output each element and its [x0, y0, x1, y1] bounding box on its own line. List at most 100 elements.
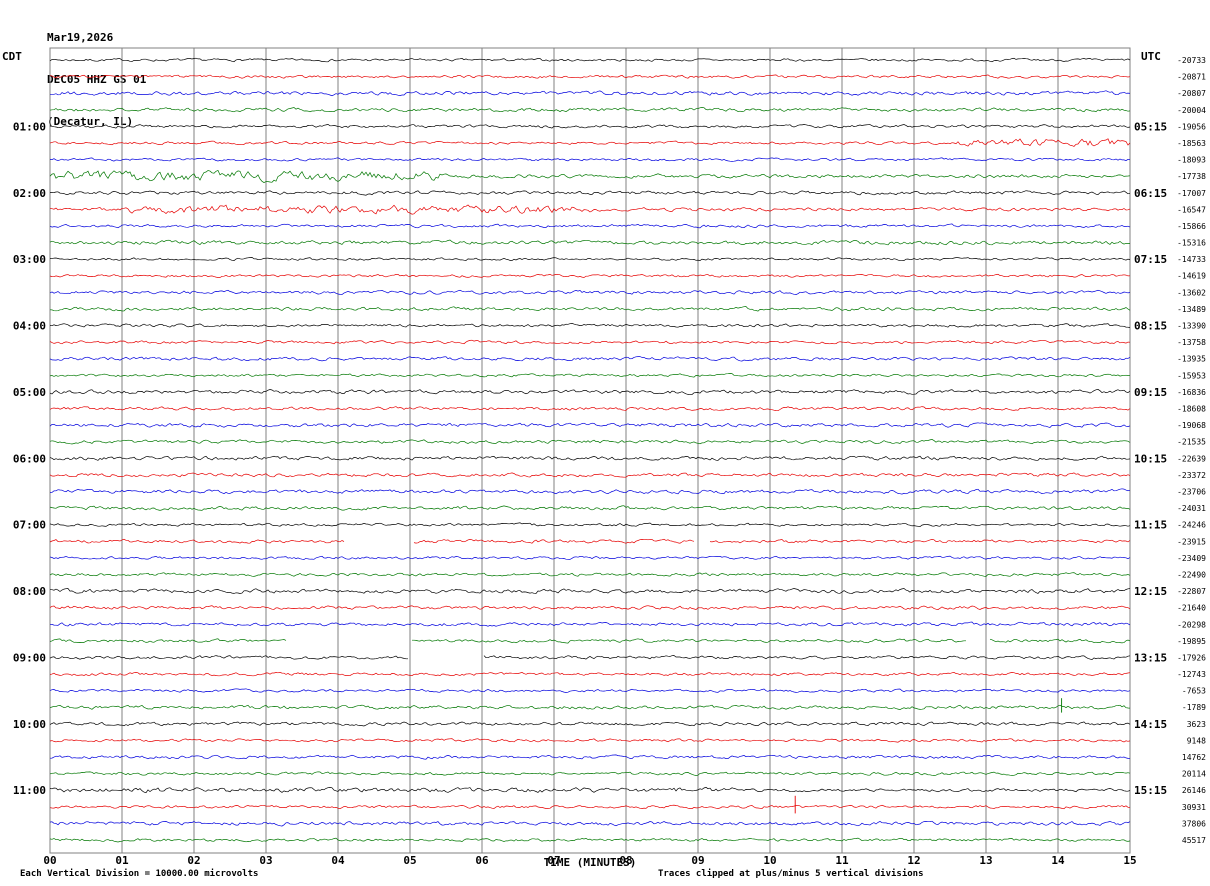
- right-amplitude-value: -7653: [1182, 687, 1206, 696]
- right-amplitude-value: -18563: [1177, 139, 1206, 148]
- trace-row: [49, 522, 1131, 527]
- right-amplitude-value: -12743: [1177, 670, 1206, 679]
- left-time-label: 07:00: [13, 519, 46, 532]
- right-amplitude-value: -14619: [1177, 272, 1206, 281]
- right-amplitude-value: -22639: [1177, 454, 1206, 463]
- scale-note: Each Vertical Division = 10000.00 microv…: [20, 869, 259, 879]
- trace-row: [49, 771, 1131, 776]
- x-tick-label: 09: [691, 854, 704, 867]
- left-time-label: 11:00: [13, 784, 46, 797]
- right-amplitude-value: -13602: [1177, 288, 1206, 297]
- trace-row: [49, 57, 1131, 63]
- right-time-label: 06:15: [1134, 187, 1167, 200]
- right-amplitude-value: -17007: [1177, 189, 1206, 198]
- right-time-label: 15:15: [1134, 784, 1167, 797]
- right-amplitude-value: -15866: [1177, 222, 1206, 231]
- trace-row: [49, 672, 1131, 677]
- trace-row: [49, 204, 1131, 215]
- x-tick-label: 12: [907, 854, 920, 867]
- right-amplitude-value: -13935: [1177, 355, 1206, 364]
- right-time-label: 09:15: [1134, 386, 1167, 399]
- trace-row: [49, 605, 1131, 611]
- right-amplitude-value: -16836: [1177, 388, 1206, 397]
- right-time-label: 13:15: [1134, 651, 1167, 664]
- right-amplitude-value: -23915: [1177, 537, 1206, 546]
- trace-row: [49, 389, 1131, 396]
- right-amplitude-value: -13758: [1177, 338, 1206, 347]
- x-tick-label: 01: [115, 854, 129, 867]
- right-time-label: 10:15: [1134, 452, 1167, 465]
- trace-row: [49, 572, 1131, 577]
- right-amplitude-value: -20298: [1177, 620, 1206, 629]
- clip-note: Traces clipped at plus/minus 5 vertical …: [658, 869, 924, 879]
- right-amplitude-value: 9148: [1187, 736, 1206, 745]
- trace-row: [49, 138, 1131, 147]
- right-amplitude-value: -22490: [1177, 571, 1206, 580]
- trace-row: [49, 356, 1131, 362]
- x-tick-label: 04: [331, 854, 345, 867]
- trace-row: [49, 422, 1131, 428]
- left-time-label: 08:00: [13, 585, 46, 598]
- x-tick-label: 11: [835, 854, 849, 867]
- trace-row: [49, 704, 1131, 710]
- x-tick-label: 00: [43, 854, 56, 867]
- right-amplitude-value: 45517: [1182, 836, 1206, 845]
- right-amplitude-value: -21640: [1177, 604, 1206, 613]
- trace-row: [49, 638, 1131, 644]
- right-amplitude-value: -17926: [1177, 653, 1206, 662]
- trace-row: [49, 273, 1131, 278]
- trace-row: [49, 820, 1131, 827]
- trace-row: [49, 754, 1131, 760]
- trace-row: [49, 306, 1131, 312]
- trace-row: [49, 223, 1131, 229]
- right-amplitude-value: -14733: [1177, 255, 1206, 264]
- trace-row: [49, 455, 1131, 461]
- right-amplitude-value: -24246: [1177, 521, 1206, 530]
- right-amplitude-value: -19056: [1177, 122, 1206, 131]
- x-tick-label: 14: [1051, 854, 1065, 867]
- x-tick-label: 13: [979, 854, 992, 867]
- trace-row: [50, 90, 1131, 97]
- right-time-label: 05:15: [1134, 120, 1167, 133]
- trace-row: [49, 488, 1131, 495]
- x-tick-label: 06: [475, 854, 489, 867]
- right-amplitude-value: -18608: [1177, 405, 1206, 414]
- right-amplitude-value: 14762: [1182, 753, 1206, 762]
- timezone-left-label: CDT: [2, 50, 22, 63]
- trace-row: [49, 107, 1131, 113]
- right-amplitude-value: -23409: [1177, 554, 1206, 563]
- left-time-label: 03:00: [13, 253, 46, 266]
- right-time-label: 08:15: [1134, 320, 1167, 333]
- right-amplitude-value: -23706: [1177, 488, 1206, 497]
- right-amplitude-value: -19895: [1177, 637, 1206, 646]
- right-amplitude-value: 37806: [1182, 819, 1206, 828]
- x-tick-label: 15: [1123, 854, 1136, 867]
- right-amplitude-value: 20114: [1182, 770, 1206, 779]
- trace-row: [49, 124, 1131, 129]
- left-time-label: 02:00: [13, 187, 46, 200]
- right-time-label: 11:15: [1134, 519, 1167, 532]
- plot-title: Mar19,2026 DEC05 HHZ GS 01 (Decatur, IL): [47, 3, 146, 143]
- trace-row: [49, 621, 1131, 627]
- trace-row: [49, 804, 1131, 810]
- trace-row: [50, 588, 1131, 594]
- right-amplitude-value: -17738: [1177, 172, 1206, 181]
- right-amplitude-value: -21535: [1177, 438, 1206, 447]
- right-amplitude-value: -16547: [1177, 205, 1206, 214]
- right-time-label: 14:15: [1134, 718, 1167, 731]
- trace-row: [49, 505, 1131, 511]
- right-amplitude-value: -18093: [1177, 156, 1206, 165]
- right-amplitude-value: -20807: [1177, 89, 1206, 98]
- right-amplitude-value: -20733: [1177, 56, 1206, 65]
- plot-border: [49, 47, 1131, 854]
- trace-row: [49, 538, 1131, 544]
- left-time-label: 01:00: [13, 120, 46, 133]
- right-amplitude-value: -13489: [1177, 305, 1206, 314]
- trace-row: [49, 439, 1131, 445]
- trace-row: [49, 257, 1131, 262]
- right-amplitude-value: -19068: [1177, 421, 1206, 430]
- right-time-label: 07:15: [1134, 253, 1167, 266]
- trace-row: [49, 837, 1131, 843]
- trace-row: [49, 688, 1131, 693]
